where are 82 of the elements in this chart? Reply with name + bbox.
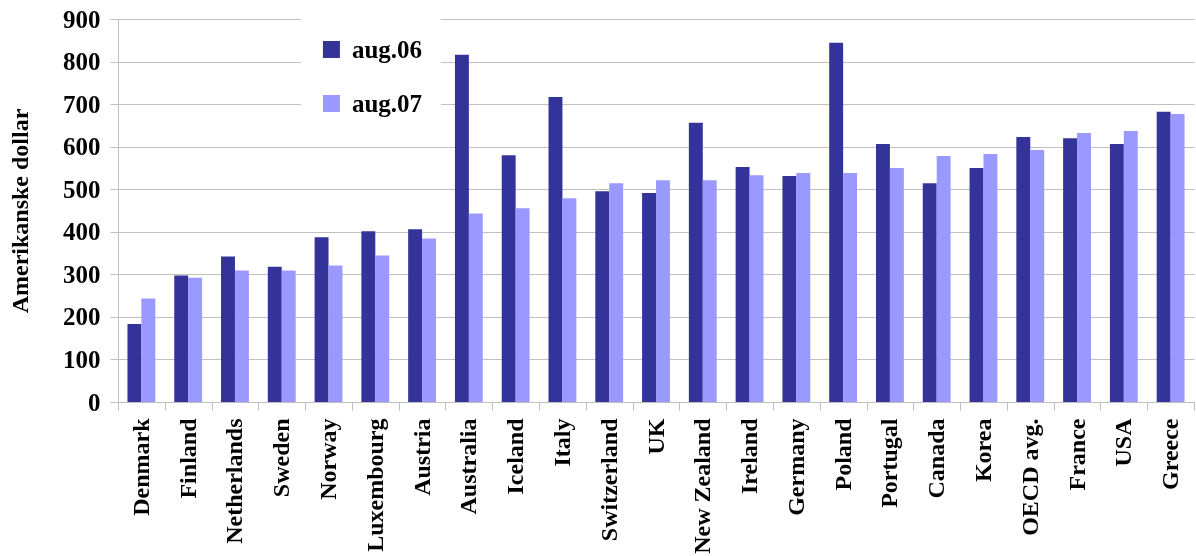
x-tick-label: New Zealand: [689, 417, 716, 554]
y-tick-label: 0: [88, 388, 101, 416]
bar: [281, 270, 296, 402]
bar: [782, 176, 797, 402]
y-tick-label: 100: [63, 345, 101, 373]
bar: [688, 122, 703, 402]
y-tick-label: 200: [63, 303, 101, 331]
bar: [875, 144, 890, 402]
bar: [422, 238, 437, 402]
x-tick-label: Sweden: [268, 418, 295, 498]
bar: [922, 183, 937, 402]
bar: [796, 173, 811, 402]
bar: [889, 167, 904, 402]
bar: [595, 191, 610, 402]
x-tick-label: Switzerland: [595, 417, 622, 542]
legend-label: aug.07: [351, 89, 423, 117]
x-tick-label: Finland: [174, 417, 201, 499]
x-tick-label: Poland: [829, 417, 856, 491]
x-tick-label: Norway: [315, 418, 342, 500]
x-tick-label: Korea: [969, 418, 996, 483]
bar: [562, 198, 577, 402]
y-tick-label: 400: [63, 218, 101, 246]
x-tick-label: Ireland: [736, 417, 763, 495]
bar: [468, 213, 483, 402]
y-tick-label: 500: [63, 175, 101, 203]
bar: [141, 298, 156, 402]
x-tick-label: Canada: [923, 418, 950, 499]
bar: [267, 266, 282, 402]
x-tick-label: Germany: [782, 418, 809, 516]
x-tick-label: France: [1063, 418, 1090, 491]
x-tick-label: USA: [1110, 417, 1137, 467]
x-tick-label: Italy: [548, 418, 575, 467]
y-tick-label: 600: [63, 133, 101, 161]
bar: [314, 237, 329, 402]
bar: [1156, 111, 1171, 402]
y-tick-label: 800: [63, 48, 101, 76]
bar: [328, 265, 343, 402]
bar: [983, 153, 998, 402]
legend-label: aug.06: [351, 35, 423, 63]
x-tick-label: Australia: [455, 418, 482, 515]
bar: [1077, 133, 1091, 402]
bar: [375, 255, 390, 402]
bar: [174, 275, 189, 402]
bar: [702, 180, 717, 402]
x-tick-label: Netherlands: [221, 418, 248, 544]
bar: [936, 156, 951, 402]
bar: [221, 256, 235, 402]
y-tick-label: 700: [63, 90, 101, 118]
bar: [188, 277, 203, 402]
bar: [749, 175, 764, 402]
x-tick-label: Portugal: [876, 418, 903, 508]
bar: [234, 270, 249, 402]
x-tick-label: Iceland: [502, 417, 529, 495]
bar: [1016, 136, 1031, 402]
bar: [1063, 138, 1078, 402]
bar: [609, 183, 624, 402]
y-tick-label: 300: [63, 260, 101, 288]
bar: [829, 42, 844, 402]
x-tick-label: OECD avg.: [1016, 418, 1043, 536]
y-tick-label: 900: [63, 5, 101, 33]
bar: [1170, 113, 1185, 402]
x-tick-label: UK: [642, 418, 669, 455]
bar: [548, 96, 563, 402]
bar: [1109, 144, 1124, 402]
x-tick-label: Denmark: [127, 417, 154, 516]
bar: [1030, 150, 1045, 402]
bar: [408, 229, 423, 402]
bar: [454, 54, 469, 402]
y-axis-title: Amerikanske dollar: [7, 108, 33, 314]
bar: [1123, 130, 1138, 402]
bar: [642, 193, 656, 402]
x-tick-label: Austria: [408, 418, 435, 496]
bar: [656, 180, 670, 402]
x-tick-label: Luxembourg: [361, 418, 388, 552]
bar: [127, 324, 142, 402]
bar: [501, 155, 516, 402]
bar: [515, 208, 530, 402]
bar: [361, 231, 376, 402]
bar: [843, 173, 858, 402]
bar: [969, 167, 984, 402]
bar: [735, 167, 750, 402]
x-tick-label: Greece: [1157, 418, 1184, 490]
